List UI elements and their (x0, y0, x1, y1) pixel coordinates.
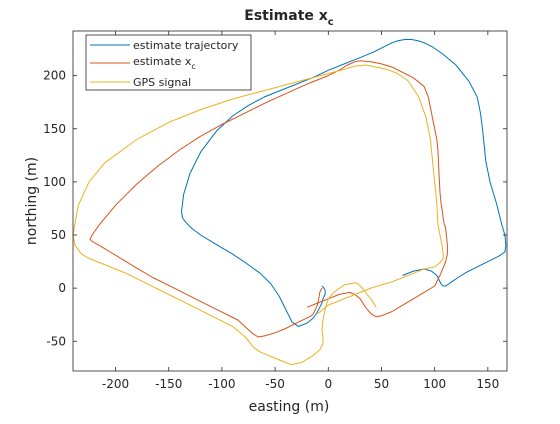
y-tick-label: 200 (43, 69, 66, 83)
y-axis-label: northing (m) (24, 157, 40, 245)
x-tick-label: -50 (265, 377, 285, 391)
x-axis-label: easting (m) (249, 399, 330, 415)
legend-label-estimate-trajectory: estimate trajectory (133, 39, 239, 52)
chart-title-subscript: c (328, 17, 334, 28)
x-tick-label: -100 (208, 377, 235, 391)
legend-label-estimate-xc-subscript: c (191, 62, 195, 71)
x-tick-label: -150 (155, 377, 182, 391)
x-tick-label: 50 (374, 377, 389, 391)
axes-layer: -200 -150 -100 -50 0 50 100 150 -50 0 50 100 150 200 (43, 30, 508, 391)
legend-label-estimate-xc: estimate xc (133, 55, 196, 71)
series-layer (72, 39, 507, 366)
y-tick-label: 50 (51, 228, 66, 242)
x-tick-label: 0 (324, 377, 332, 391)
series-line-gps-signal (72, 64, 444, 366)
x-tick-label: 150 (476, 377, 499, 391)
y-tick-label: 150 (43, 122, 66, 136)
y-tick-label: 0 (58, 281, 66, 295)
y-tick-label: -50 (46, 334, 66, 348)
chart-title: Estimate xc (244, 8, 334, 28)
chart-title-main: Estimate x (244, 8, 328, 24)
legend: estimate trajectory estimate xc GPS sign… (85, 34, 252, 91)
legend-label-estimate-xc-main: estimate x (133, 55, 192, 68)
legend-label-gps-signal: GPS signal (133, 76, 191, 89)
series-line-estimate-trajectory (181, 39, 507, 327)
series-line-estimate-xc (89, 60, 448, 338)
x-tick-label: -200 (102, 377, 129, 391)
x-tick-label: 100 (423, 377, 446, 391)
y-tick-label: 100 (43, 175, 66, 189)
axes-box (72, 30, 508, 372)
